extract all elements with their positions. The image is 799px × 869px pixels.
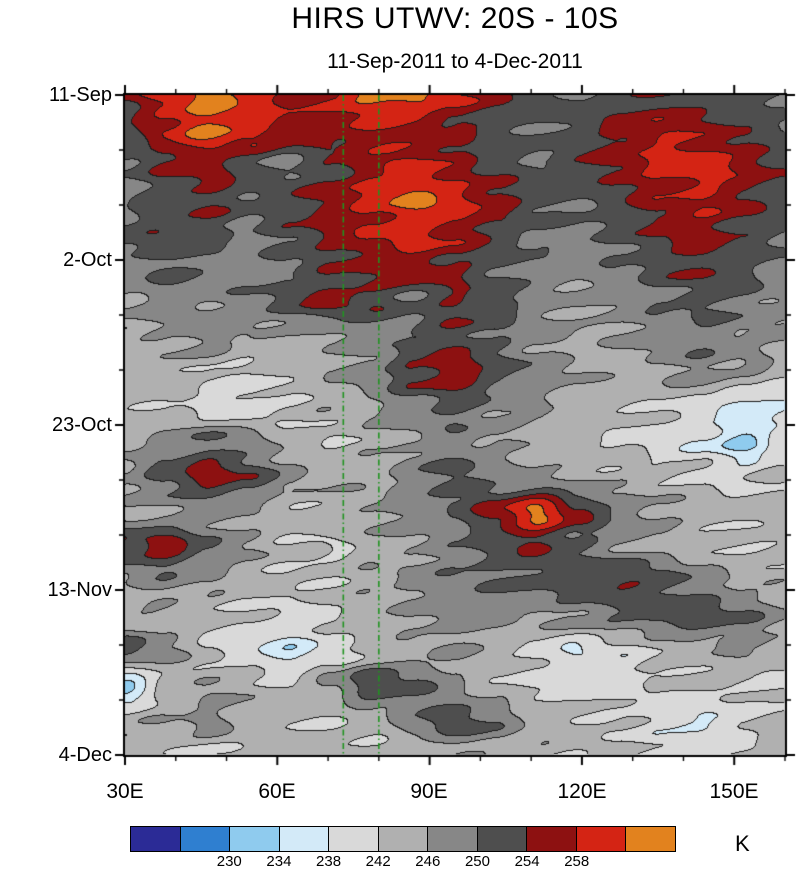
y-tick-label: 11-Sep	[48, 84, 112, 106]
colorbar-tick-label: 254	[514, 853, 540, 869]
y-tick-label: 2-Oct	[63, 249, 112, 271]
y-tick-label: 23-Oct	[51, 414, 112, 436]
colorbar-tick-label: 238	[316, 853, 342, 869]
y-tick-label: 4-Dec	[58, 744, 112, 766]
colorbar-segment	[229, 827, 279, 851]
colorbar	[130, 826, 676, 852]
colorbar-segment	[427, 827, 477, 851]
colorbar-tick-label: 230	[216, 853, 242, 869]
colorbar-segment	[377, 827, 428, 851]
x-tick-label: 60E	[258, 780, 296, 803]
colorbar-tick-label: 234	[266, 853, 292, 869]
x-tick-label: 90E	[410, 780, 448, 803]
colorbar-segment	[179, 827, 230, 851]
colorbar-tick-label: 242	[365, 853, 391, 869]
colorbar-segment	[625, 827, 676, 851]
colorbar-segment	[575, 827, 626, 851]
colorbar-tick-label: 250	[464, 853, 490, 869]
x-tick-label: 30E	[106, 780, 144, 803]
colorbar-segment	[328, 827, 378, 851]
colorbar-segment	[131, 827, 180, 851]
x-tick-label: 150E	[709, 780, 759, 803]
colorbar-unit-label: K	[735, 831, 750, 856]
colorbar-tick-label: 246	[415, 853, 441, 869]
colorbar-segment	[476, 827, 527, 851]
colorbar-segment	[526, 827, 576, 851]
colorbar-tick-label: 258	[564, 853, 590, 869]
y-tick-label: 13-Nov	[47, 579, 112, 601]
x-tick-label: 120E	[557, 780, 607, 803]
colorbar-segment	[278, 827, 329, 851]
